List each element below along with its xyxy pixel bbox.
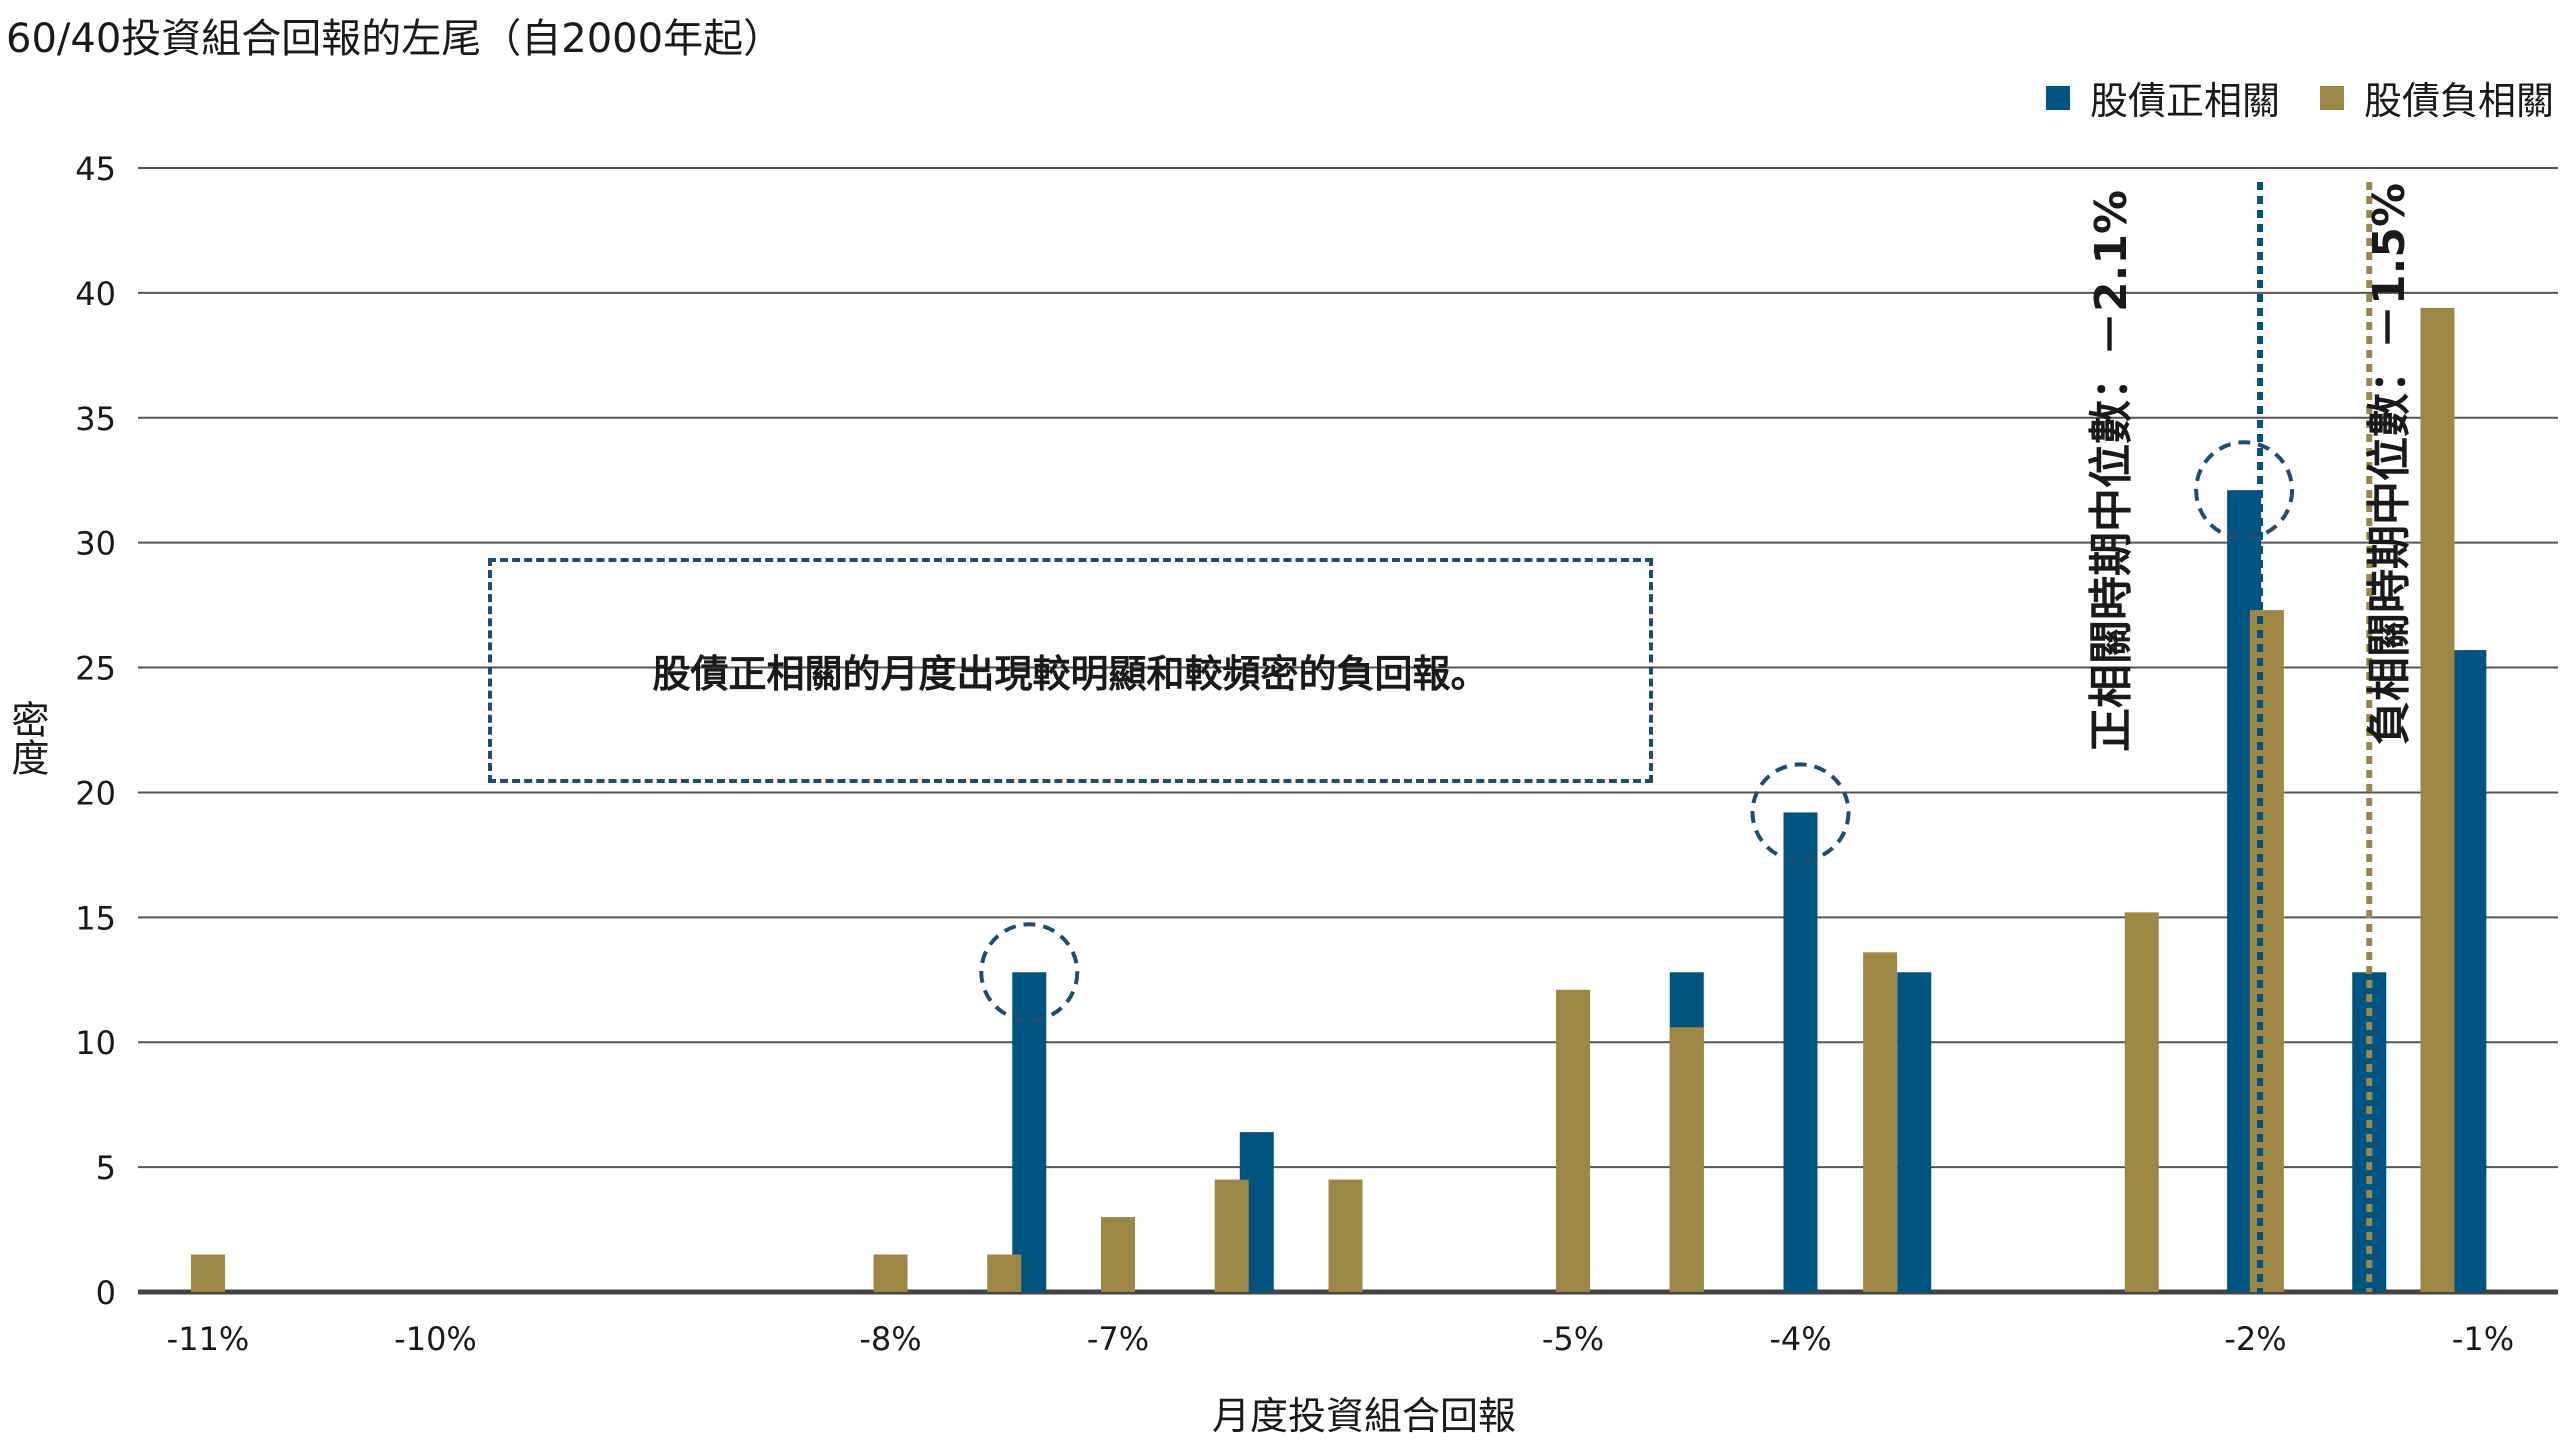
median-label-positive: 正相關時期中位數：－2.1% bbox=[2086, 189, 2137, 752]
annotation-box: 股債正相關的月度出現較明顯和較頻密的負回報。 bbox=[488, 558, 1653, 783]
highlight-circles bbox=[979, 440, 2295, 1023]
legend-swatch-negative bbox=[2319, 85, 2344, 110]
x-tick-label: -10% bbox=[394, 1320, 477, 1358]
legend-item-positive: 股債正相關 bbox=[2045, 70, 2280, 125]
y-tick-label: 5 bbox=[96, 1149, 116, 1187]
legend-label-negative: 股債負相關 bbox=[2363, 79, 2554, 123]
annotation-text: 股債正相關的月度出現較明顯和較頻密的負回報。 bbox=[652, 652, 1489, 696]
y-tick-label: 40 bbox=[75, 275, 116, 313]
bar-negative bbox=[1101, 1217, 1135, 1292]
bar-positive bbox=[1783, 812, 1818, 1292]
y-tick-label: 45 bbox=[75, 150, 116, 188]
y-tick-label: 10 bbox=[75, 1024, 116, 1062]
y-tick-label: 35 bbox=[75, 400, 116, 438]
y-tick-label: 20 bbox=[75, 774, 116, 812]
bar-positive bbox=[1897, 972, 1932, 1292]
legend-label-positive: 股債正相關 bbox=[2089, 79, 2280, 123]
legend-swatch-positive bbox=[2045, 85, 2070, 110]
x-tick-labels: -11% -10% -8% -7% -5% -4% -2% -1% bbox=[167, 1320, 2514, 1358]
legend: 股債正相關 股債負相關 bbox=[2045, 70, 2554, 125]
bars bbox=[191, 307, 2487, 1292]
y-tick-label: 0 bbox=[96, 1274, 116, 1312]
bar-negative bbox=[2124, 912, 2159, 1292]
y-axis-title: 密度 bbox=[5, 700, 49, 776]
x-tick-label: -11% bbox=[167, 1320, 250, 1358]
x-axis-title: 月度投資組合回報 bbox=[1212, 1394, 1517, 1438]
bar-negative bbox=[1328, 1179, 1363, 1292]
bar-negative bbox=[1669, 1027, 1704, 1292]
x-tick-label: -7% bbox=[1087, 1320, 1149, 1358]
legend-item-negative: 股債負相關 bbox=[2319, 70, 2554, 125]
bar-negative bbox=[873, 1254, 908, 1292]
x-tick-label: -2% bbox=[2224, 1320, 2286, 1358]
bar-negative bbox=[2249, 610, 2284, 1292]
bar-negative bbox=[191, 1254, 225, 1292]
bar-positive bbox=[1012, 972, 1047, 1292]
y-tick-labels: 0 5 10 15 20 25 30 35 40 45 bbox=[75, 150, 116, 1312]
bar-negative bbox=[1214, 1179, 1249, 1292]
x-tick-label: -5% bbox=[1542, 1320, 1604, 1358]
x-tick-label: -1% bbox=[2452, 1320, 2514, 1358]
bar-negative bbox=[987, 1254, 1022, 1292]
bar-positive bbox=[2352, 972, 2387, 1292]
bar-negative bbox=[1863, 952, 1898, 1292]
highlight-circle bbox=[979, 922, 1080, 1023]
x-tick-label: -8% bbox=[859, 1320, 921, 1358]
y-tick-label: 30 bbox=[75, 525, 116, 563]
bar-positive bbox=[2452, 650, 2487, 1292]
x-tick-label: -4% bbox=[1769, 1320, 1831, 1358]
y-tick-label: 25 bbox=[75, 650, 116, 688]
y-tick-label: 15 bbox=[75, 899, 116, 937]
highlight-circle bbox=[2194, 440, 2295, 541]
median-lines bbox=[2257, 182, 2373, 1292]
bar-negative bbox=[2420, 307, 2455, 1292]
chart-title: 60/40投資組合回報的左尾（自2000年起） bbox=[6, 16, 784, 62]
bar-negative bbox=[1556, 989, 1590, 1292]
highlight-circle bbox=[1750, 762, 1851, 863]
median-label-negative: 負相關時期中位數：－1.5% bbox=[2364, 182, 2415, 745]
